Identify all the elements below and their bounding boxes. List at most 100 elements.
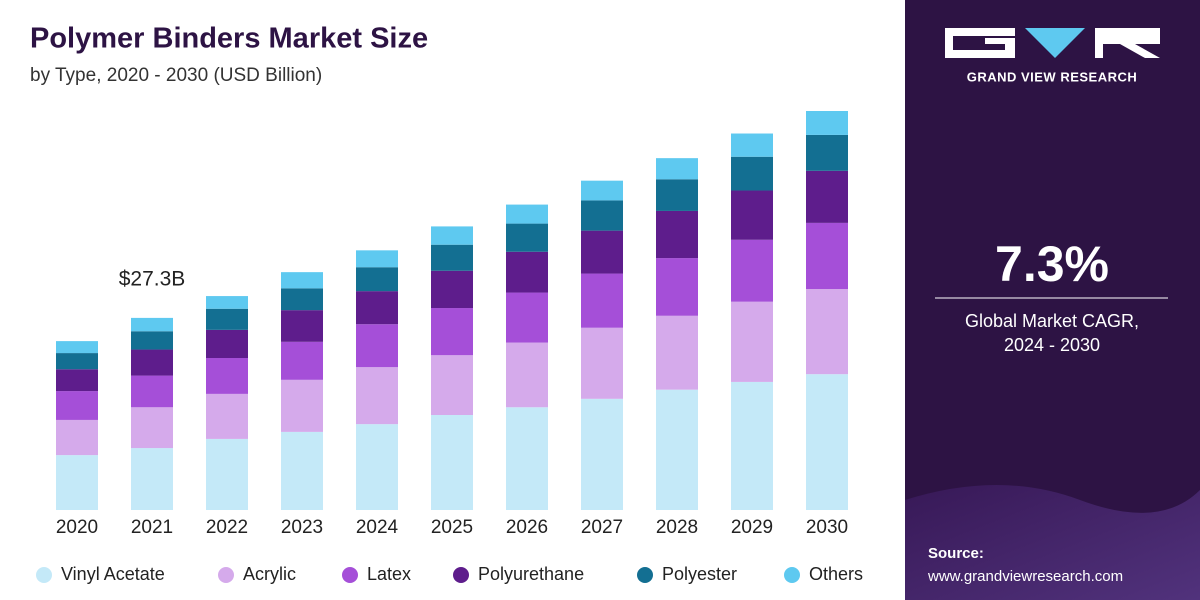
bar-segment (281, 431, 323, 510)
bar-segment (731, 239, 773, 302)
bar-segment (806, 111, 848, 135)
x-tick-label: 2025 (431, 517, 473, 538)
chart-title: Polymer Binders Market Size (30, 23, 428, 55)
bar-segment (56, 341, 98, 354)
bar-segment (806, 289, 848, 375)
x-tick-label: 2029 (731, 517, 773, 538)
bar-segment (356, 367, 398, 425)
legend-label: Vinyl Acetate (61, 564, 165, 584)
bar-segment (281, 341, 323, 380)
panel-wave (905, 485, 1200, 600)
bar-segment (281, 310, 323, 342)
x-tick-label: 2020 (56, 517, 98, 538)
bar-segment (431, 270, 473, 309)
legend-swatch (218, 567, 234, 583)
bar-segment (731, 301, 773, 382)
bar-segment (581, 398, 623, 510)
bar-segment (431, 244, 473, 271)
bar-segment (206, 329, 248, 358)
cagr-value: 7.3% (995, 236, 1109, 292)
legend-swatch (342, 567, 358, 583)
bar-segment (581, 230, 623, 274)
bar-segment (731, 190, 773, 240)
cagr-label: 2024 - 2030 (1004, 335, 1100, 355)
brand-name: GRAND VIEW RESEARCH (967, 69, 1138, 84)
x-tick-label: 2028 (656, 517, 698, 538)
bar-segment (506, 292, 548, 343)
bar-segment (506, 342, 548, 408)
bar-segment (506, 251, 548, 293)
x-tick-label: 2022 (206, 517, 248, 538)
bar-segment (281, 272, 323, 289)
logo (945, 28, 1160, 58)
bar-segment (131, 349, 173, 376)
bar-segment (281, 288, 323, 311)
bar-segment (431, 226, 473, 245)
bar-segment (731, 133, 773, 157)
bar-segment (431, 308, 473, 356)
legend-swatch (784, 567, 800, 583)
chart-subtitle: by Type, 2020 - 2030 (USD Billion) (30, 65, 322, 86)
bar-segment (131, 407, 173, 449)
bar-segment (56, 391, 98, 420)
bar-segment (356, 291, 398, 325)
legend-label: Polyester (662, 564, 737, 584)
x-tick-label: 2030 (806, 517, 848, 538)
bar-segment (656, 258, 698, 316)
bar-segment (206, 296, 248, 309)
bar-segment (131, 448, 173, 510)
bar-segment (581, 180, 623, 201)
source-label: Source: (928, 545, 984, 562)
bar-segment (131, 331, 173, 350)
bar-segment (206, 438, 248, 510)
x-tick-label: 2026 (506, 517, 548, 538)
bar-segment (131, 375, 173, 408)
legend-label: Polyurethane (478, 564, 584, 584)
bar-segment (806, 134, 848, 171)
bar-segment (581, 200, 623, 231)
bar-segment (356, 424, 398, 510)
bar-segment (581, 327, 623, 399)
bar-segment (131, 317, 173, 332)
bar-segment (56, 369, 98, 392)
annotation: $27.3B (119, 267, 186, 290)
legend-label: Others (809, 564, 863, 584)
bar-segment (206, 358, 248, 394)
bar-segment (206, 393, 248, 439)
bar-segment (206, 308, 248, 330)
bar-segment (806, 170, 848, 223)
bar-segment (731, 381, 773, 510)
bar-segment (806, 374, 848, 510)
bar-segment (656, 179, 698, 211)
bar-segment (356, 250, 398, 268)
bar-segment (506, 407, 548, 510)
bar-segment (581, 273, 623, 328)
cagr-label: Global Market CAGR, (965, 311, 1139, 331)
bar-segment (506, 223, 548, 252)
x-tick-label: 2023 (281, 517, 323, 538)
bar-segment (656, 315, 698, 390)
x-tick-label: 2021 (131, 517, 173, 538)
bar-segment (431, 415, 473, 510)
x-tick-label: 2024 (356, 517, 399, 538)
bar-segment (731, 156, 773, 191)
bar-segment (656, 210, 698, 259)
bar-segment (506, 204, 548, 224)
source-url: www.grandviewresearch.com (927, 568, 1123, 585)
bar-segment (356, 267, 398, 292)
bar-segment (656, 389, 698, 510)
bar-segment (281, 379, 323, 432)
bar-segment (356, 324, 398, 368)
legend-swatch (36, 567, 52, 583)
bar-segment (56, 419, 98, 456)
legend-swatch (637, 567, 653, 583)
legend-label: Acrylic (243, 564, 296, 584)
legend-label: Latex (367, 564, 411, 584)
legend-swatch (453, 567, 469, 583)
x-tick-label: 2027 (581, 517, 623, 538)
bar-segment (656, 158, 698, 180)
bar-segment (806, 222, 848, 290)
bar-segment (56, 455, 98, 510)
bar-segment (56, 353, 98, 370)
